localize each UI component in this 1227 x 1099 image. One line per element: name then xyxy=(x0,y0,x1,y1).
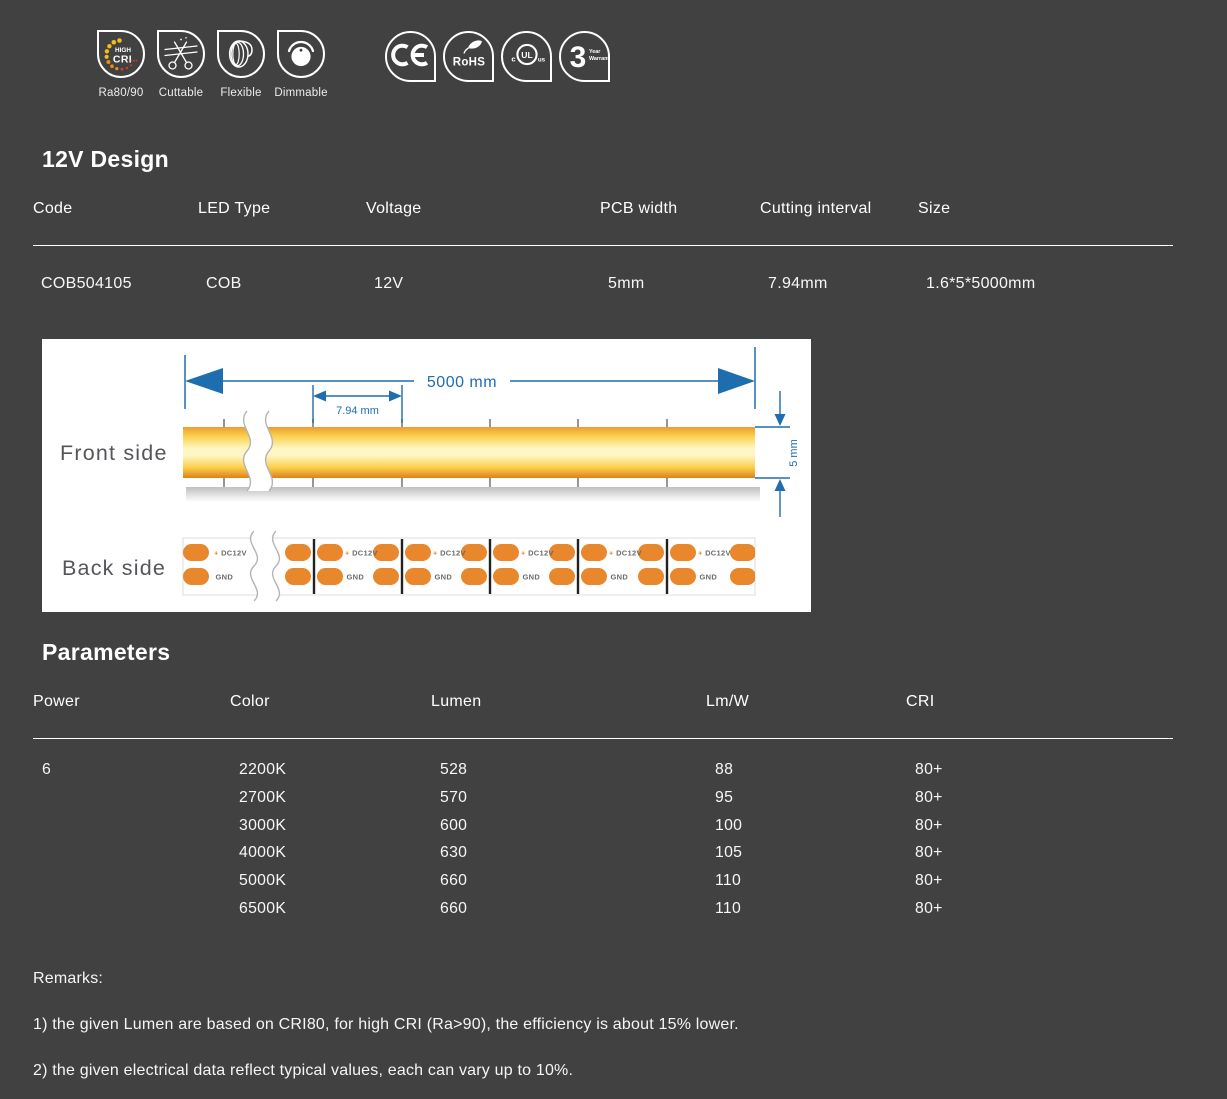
cutting-interval-text: 7.94 mm xyxy=(336,405,379,417)
params-lumen: 660 xyxy=(431,867,706,895)
remarks-section: Remarks: 1) the given Lumen are based on… xyxy=(33,970,1227,1080)
params-lmw: 100 xyxy=(706,812,906,840)
params-lmw: 110 xyxy=(706,867,906,895)
design-table-rule xyxy=(33,245,1173,246)
table-row: 6500K 660 110 80+ xyxy=(33,895,1173,923)
table-row: 6 2200K 528 88 80+ xyxy=(33,756,1173,784)
params-cri: 80+ xyxy=(906,839,1173,867)
total-length-text: 5000 mm xyxy=(427,374,497,391)
feature-badge-cuttable: Cuttable xyxy=(157,30,205,99)
feature-badge-flexible: Flexible xyxy=(217,30,265,99)
remark-item-2: 2) the given electrical data reflect typ… xyxy=(33,1062,1227,1080)
table-row: 5000K 660 110 80+ xyxy=(33,867,1173,895)
content: 12V Design Code LED Type Voltage PCB wid… xyxy=(0,146,1227,1080)
high-cri-text-bottom: CRI xyxy=(113,54,132,66)
params-color: 6500K xyxy=(230,895,431,923)
design-header-size: Size xyxy=(918,200,1173,218)
ul-prefix: c xyxy=(511,54,515,63)
params-lumen: 630 xyxy=(431,839,706,867)
design-value-voltage: 12V xyxy=(366,275,600,293)
params-header-cri: CRI xyxy=(906,693,1173,711)
table-row: 2700K 570 95 80+ xyxy=(33,784,1173,812)
params-lmw: 95 xyxy=(706,784,906,812)
params-cri: 80+ xyxy=(906,867,1173,895)
back-side-label: Back side xyxy=(62,556,166,580)
table-row: 3000K 600 100 80+ xyxy=(33,812,1173,840)
params-color: 3000K xyxy=(230,812,431,840)
parameters-table-body: 6 2200K 528 88 80+ 2700K 570 95 80+ 3000… xyxy=(33,756,1227,923)
high-cri-icon: HIGH CRI xyxy=(97,30,145,78)
design-value-pcb-width: 5mm xyxy=(600,275,760,293)
warranty-word2: Warranty xyxy=(589,56,608,62)
strip-width-text: 5 mm xyxy=(788,439,800,467)
params-lumen: 570 xyxy=(431,784,706,812)
params-color: 2200K xyxy=(230,756,431,784)
table-row: 4000K 630 105 80+ xyxy=(33,839,1173,867)
feature-badge-dimmable: Dimmable xyxy=(277,30,325,99)
parameters-table-header: Power Color Lumen Lm/W CRI xyxy=(33,693,1173,711)
design-value-led-type: COB xyxy=(198,275,366,293)
design-value-size: 1.6*5*5000mm xyxy=(918,275,1173,293)
scissors-icon xyxy=(157,30,205,78)
rohs-text: RoHS xyxy=(452,56,485,68)
strip-shadow xyxy=(186,487,760,502)
params-cri: 80+ xyxy=(906,895,1173,923)
design-header-code: Code xyxy=(33,200,198,218)
design-header-cutting-interval: Cutting interval xyxy=(760,200,918,218)
design-value-cutting-interval: 7.94mm xyxy=(760,275,918,293)
strip-dimension-diagram: + DC12V GND xyxy=(42,339,811,612)
design-header-voltage: Voltage xyxy=(366,200,600,218)
params-lmw: 110 xyxy=(706,895,906,923)
parameters-section-title: Parameters xyxy=(42,639,1227,666)
design-value-code: COB504105 xyxy=(33,275,198,293)
params-lumen: 600 xyxy=(431,812,706,840)
ul-icon: UL c us xyxy=(501,31,552,82)
design-table-header: Code LED Type Voltage PCB width Cutting … xyxy=(33,200,1173,218)
feature-label-dimmable: Dimmable xyxy=(263,87,339,99)
remarks-title: Remarks: xyxy=(33,970,1227,988)
certification-badges: RoHS UL c us 3 Year Warranty xyxy=(385,31,617,82)
badges-row: HIGH CRI Ra80/90 xyxy=(0,0,1227,99)
remark-item-1: 1) the given Lumen are based on CRI80, f… xyxy=(33,1016,1227,1034)
design-section-title: 12V Design xyxy=(42,146,1227,173)
ce-mark-icon xyxy=(385,31,436,82)
design-table-row: COB504105 COB 12V 5mm 7.94mm 1.6*5*5000m… xyxy=(33,275,1173,293)
design-header-led-type: LED Type xyxy=(198,200,366,218)
design-header-pcb-width: PCB width xyxy=(600,200,760,218)
dimmer-knob-icon xyxy=(277,30,325,78)
front-side-label: Front side xyxy=(60,441,168,465)
params-header-lumen: Lumen xyxy=(431,693,706,711)
params-color: 2700K xyxy=(230,784,431,812)
params-color: 5000K xyxy=(230,867,431,895)
params-cri: 80+ xyxy=(906,812,1173,840)
rohs-icon: RoHS xyxy=(443,31,494,82)
params-color: 4000K xyxy=(230,839,431,867)
params-lmw: 88 xyxy=(706,756,906,784)
params-header-power: Power xyxy=(33,693,230,711)
params-lumen: 660 xyxy=(431,895,706,923)
feature-badge-high-cri: HIGH CRI Ra80/90 xyxy=(97,30,145,99)
warranty-number: 3 xyxy=(569,41,586,74)
ul-suffix: us xyxy=(537,56,545,63)
params-cri: 80+ xyxy=(906,784,1173,812)
warranty-icon: 3 Year Warranty xyxy=(559,31,610,82)
params-lumen: 528 xyxy=(431,756,706,784)
warranty-word1: Year xyxy=(589,49,601,55)
parameters-table-rule xyxy=(33,738,1173,739)
ul-text: UL xyxy=(521,50,532,60)
params-cri: 80+ xyxy=(906,756,1173,784)
coil-icon xyxy=(217,30,265,78)
params-lmw: 105 xyxy=(706,839,906,867)
params-header-color: Color xyxy=(230,693,431,711)
params-header-lmw: Lm/W xyxy=(706,693,906,711)
params-power: 6 xyxy=(33,756,230,784)
